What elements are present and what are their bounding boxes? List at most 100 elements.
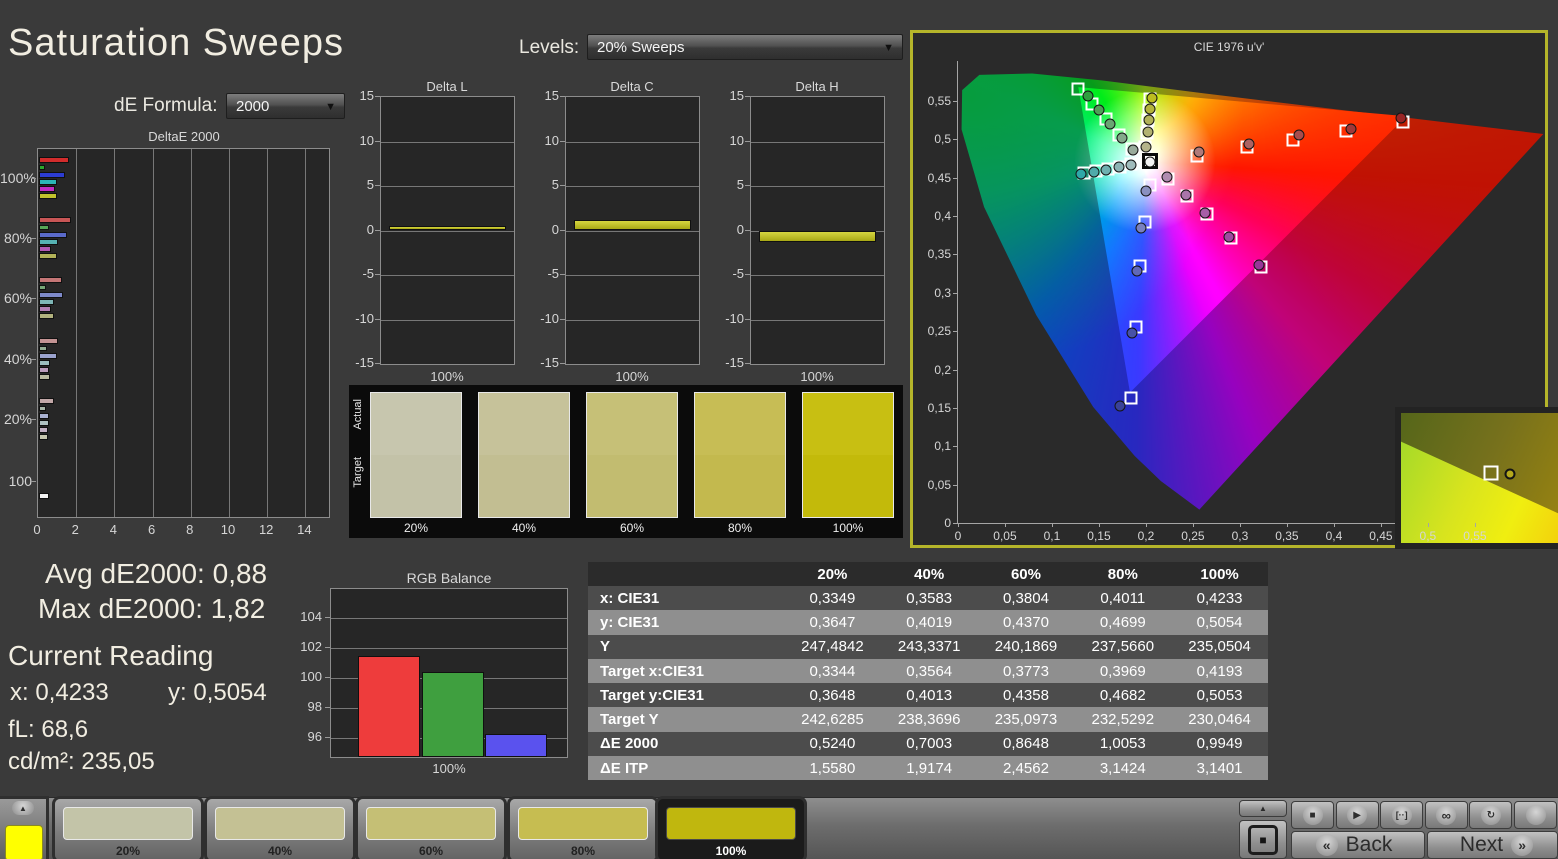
cie-measure-circle-red (1345, 123, 1357, 135)
deltae-bar-100% (39, 164, 45, 171)
axis-tick (375, 140, 380, 142)
axis-tick (953, 177, 957, 179)
cie-measure-circle-cyan (1075, 168, 1087, 180)
current-cdm2-value: 235,05 (81, 748, 155, 775)
delta-y-tick: 5 (366, 177, 374, 192)
sample-tile-100%[interactable]: 100% (658, 799, 804, 859)
stop-button[interactable]: ■ (1291, 801, 1334, 829)
cie-measure-circle-green (1082, 90, 1094, 102)
axis-tick (375, 274, 380, 275)
chevron-down-icon: ▼ (883, 42, 894, 54)
grid-line (381, 230, 514, 232)
cie-y-tick: 0,4 (934, 209, 951, 224)
grid-line (566, 186, 699, 187)
axis-tick (375, 96, 380, 97)
current-x: x: 0,4233 (10, 679, 109, 707)
axis-tick (325, 707, 330, 708)
grid-line (566, 141, 699, 143)
table-row-label: x: CIE31 (600, 589, 660, 607)
up-arrow-button[interactable]: ▲ (12, 801, 34, 815)
axis-tick (958, 523, 959, 527)
cie-x-tick: 0,5 (1419, 529, 1437, 543)
cie-x-tick: 0,1 (1043, 529, 1061, 543)
cie-zoom-inset-gamut (1401, 441, 1558, 543)
current-y: y: 0,5054 (168, 679, 267, 707)
next-label: Next (1459, 833, 1504, 856)
inset-measure-circle (1504, 468, 1516, 480)
rgb-balance-chart (330, 588, 568, 758)
cie-measure-circle-green (1104, 118, 1116, 130)
axis-tick (953, 254, 957, 256)
table-cell: 0,4019 (906, 613, 953, 631)
table-cell: 237,5660 (1091, 638, 1155, 656)
cie-measure-circle-magenta (1223, 231, 1235, 243)
deltae-bar-20% (39, 398, 55, 405)
swatch-strip: Actual Target 20% 40% 60% 80% 100% (349, 385, 903, 538)
table-row-label: Target y:CIE31 (600, 686, 704, 704)
deltae-bar-60% (39, 284, 47, 291)
measure-button[interactable]: ■ (1239, 820, 1287, 859)
sample-tile-20%[interactable]: 20% (55, 799, 201, 859)
current-cdm2-label: cd/m²: (8, 748, 75, 775)
delta-y-tick: 5 (736, 177, 744, 192)
loop-button[interactable]: ↻ (1469, 801, 1513, 829)
axis-tick (31, 359, 36, 360)
swatch-target (587, 455, 677, 517)
cie-measure-circle-yellow (1140, 141, 1152, 153)
table-header-cell: 40% (914, 565, 945, 583)
deltae-x-tick: 8 (186, 522, 194, 537)
deltae-bar-40% (39, 352, 57, 359)
swatch-target (803, 455, 893, 517)
continuous-button[interactable]: ∞ (1424, 801, 1468, 829)
de-formula-dropdown[interactable]: 2000 ▼ (226, 93, 345, 119)
levels-dropdown[interactable]: 20% Sweeps ▼ (587, 34, 903, 60)
swatch-40% (478, 392, 570, 518)
cie-measure-circle-red (1293, 129, 1305, 141)
cie-x-tick: 0 (954, 529, 962, 543)
delta-bar (574, 219, 691, 231)
tile-label: 80% (570, 844, 596, 858)
measure-square-icon: ■ (1248, 824, 1278, 855)
delta-c-chart (565, 96, 700, 365)
grid-line (381, 275, 514, 276)
marker-button[interactable]: [··] (1380, 801, 1424, 829)
cie-measure-circle-cyan (1088, 166, 1100, 178)
sample-tile-40%[interactable]: 40% (207, 799, 353, 859)
cie-measure-circle-blue (1131, 265, 1143, 276)
current-patch-cluster: ▲ (0, 799, 46, 859)
swatch-100% (802, 392, 894, 518)
next-button[interactable]: Next » (1427, 831, 1558, 859)
marker-button-icon: [··] (1391, 805, 1412, 825)
cie-plot (957, 61, 1558, 549)
delta-y-tick: -10 (725, 310, 744, 326)
delta-y-tick: 0 (551, 221, 559, 237)
axis-tick (953, 407, 957, 409)
axis-tick (1474, 523, 1476, 527)
cie-y-tick: 0,15 (927, 400, 951, 415)
axis-tick (1098, 523, 1100, 527)
cie-measure-circle-magenta (1161, 171, 1173, 183)
rgb-bar-green (422, 672, 484, 757)
up-arrow-button[interactable]: ▲ (1239, 800, 1287, 817)
swatch-label: 20% (403, 521, 429, 535)
deltae-bar-80% (39, 239, 58, 245)
sample-tile-80%[interactable]: 80% (510, 799, 656, 859)
cie-x-tick: 0,15 (1087, 529, 1111, 543)
page-title: Saturation Sweeps (8, 22, 344, 64)
stop-button-icon: ■ (1302, 805, 1323, 825)
cie-y-tick: 0,1 (934, 439, 951, 454)
cie-x-tick: 0,45 (1369, 529, 1393, 543)
extra-button-icon (1525, 805, 1546, 825)
play-button[interactable]: ▶ (1335, 801, 1379, 829)
cie-measure-circle-green (1127, 144, 1139, 156)
back-button[interactable]: « Back (1291, 831, 1425, 859)
table-row-label: Target Y (600, 711, 659, 729)
sample-tile-60%[interactable]: 60% (358, 799, 504, 859)
extra-button[interactable] (1514, 801, 1557, 829)
deltae-chart-title: DeltaE 2000 (148, 129, 220, 144)
delta-y-tick: -10 (355, 310, 374, 326)
table-header-cell: 20% (817, 565, 848, 583)
deltae-y-tick: 100 (8, 473, 32, 489)
axis-tick (745, 185, 750, 186)
deltae-bar-20% (39, 420, 50, 426)
